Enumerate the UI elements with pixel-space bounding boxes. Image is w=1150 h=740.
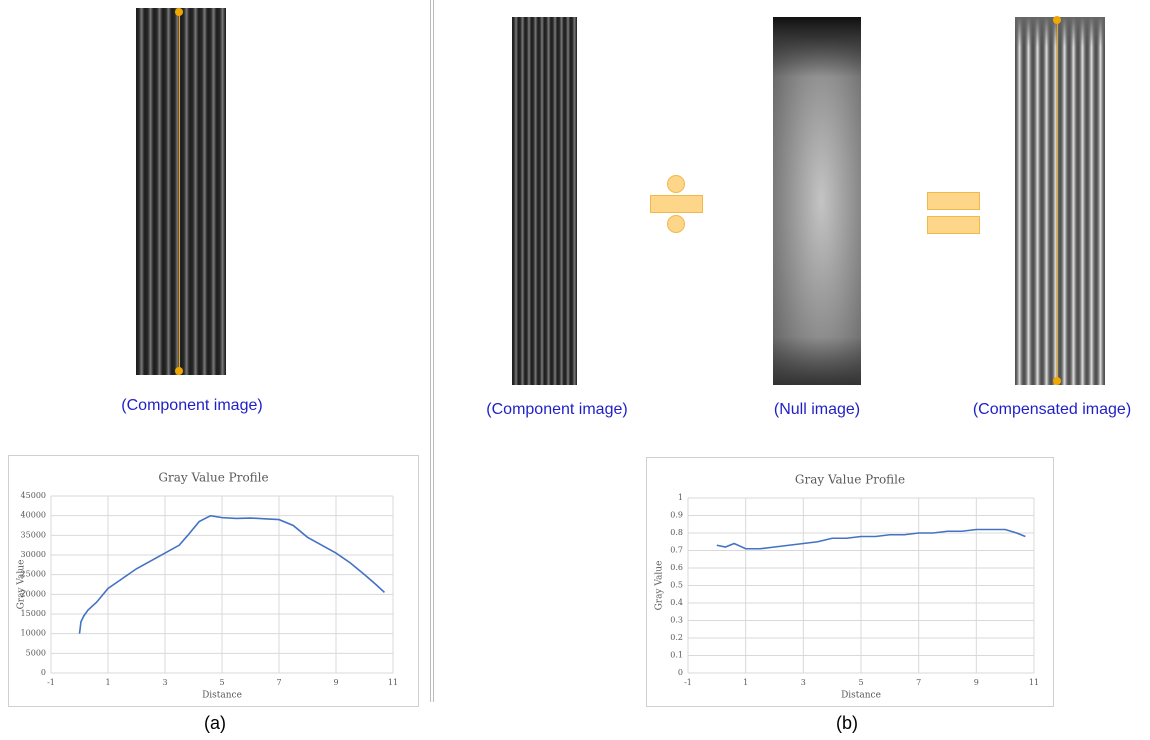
profile-line	[179, 12, 180, 371]
divider	[430, 0, 434, 702]
x-tick-label: -1	[684, 678, 692, 687]
chart: Gray Value Profile 0 0.1 0.2 0.3 0.4 0.5 0.6 0.7…	[646, 457, 1054, 707]
x-tick-label: 11	[388, 678, 398, 687]
divide-symbol	[667, 215, 685, 233]
page: (Component image) (Component image) (Nul…	[0, 0, 1150, 740]
x-tick-label: 7	[276, 678, 281, 687]
x-tick-label: 7	[916, 678, 921, 687]
profile-end	[175, 367, 183, 375]
x-axis-label: Distance	[202, 691, 242, 701]
y-tick-label: 0.4	[670, 598, 683, 607]
chart: Gray Value Profile0500010000150002000025…	[8, 455, 419, 707]
x-axis-label: Distance	[841, 691, 881, 701]
x-tick-label: 9	[974, 678, 979, 687]
chart-title: Gray Value Profile	[158, 471, 268, 485]
x-tick-label: 5	[219, 678, 224, 687]
profile-end	[1053, 377, 1061, 385]
panel-label: (a)	[185, 713, 245, 734]
y-axis-label: Gray Value	[17, 560, 27, 610]
y-tick-label: 30000	[21, 550, 46, 559]
compensated-image	[1015, 17, 1105, 385]
y-tick-label: 0	[41, 668, 46, 677]
x-tick-label: -1	[47, 678, 55, 687]
divide-symbol	[667, 175, 685, 193]
x-tick-label: 1	[105, 678, 110, 687]
y-tick-label: 0	[678, 668, 683, 677]
equals-symbol	[927, 216, 980, 234]
x-tick-label: 3	[162, 678, 167, 687]
panel-label: (b)	[817, 713, 877, 734]
chart-title: Gray Value Profile	[795, 473, 905, 487]
profile-end	[175, 8, 183, 16]
x-tick-label: 1	[743, 678, 748, 687]
x-tick-label: 9	[333, 678, 338, 687]
profile-line	[1057, 20, 1058, 381]
null-image	[773, 17, 861, 385]
x-tick-label: 5	[858, 678, 863, 687]
caption: (Component image)	[72, 397, 312, 415]
caption: (Component image)	[437, 401, 677, 419]
y-tick-label: 5000	[26, 648, 46, 657]
y-tick-label: 0.2	[670, 633, 683, 642]
x-tick-label: 3	[801, 678, 806, 687]
y-tick-label: 1	[678, 493, 683, 502]
y-tick-label: 0.1	[670, 651, 683, 660]
y-tick-label: 45000	[21, 491, 46, 500]
y-tick-label: 0.5	[670, 581, 683, 590]
y-axis-label: Gray Value	[655, 561, 665, 611]
equals-symbol	[927, 192, 980, 210]
y-tick-label: 0.7	[670, 546, 683, 555]
data-line	[717, 530, 1026, 549]
y-tick-label: 40000	[21, 511, 46, 520]
y-tick-label: 0.8	[670, 528, 683, 537]
divide-symbol	[650, 195, 703, 213]
profile-end	[1053, 16, 1061, 24]
y-tick-label: 0.9	[670, 511, 683, 520]
component-image	[512, 17, 577, 385]
y-tick-label: 0.3	[670, 616, 683, 625]
component-image	[136, 8, 226, 375]
y-tick-label: 35000	[21, 530, 46, 539]
caption: (Null image)	[697, 401, 937, 419]
y-tick-label: 10000	[21, 629, 46, 638]
x-tick-label: 11	[1029, 678, 1039, 687]
caption: (Compensated image)	[932, 401, 1150, 419]
y-tick-label: 0.6	[670, 563, 683, 572]
